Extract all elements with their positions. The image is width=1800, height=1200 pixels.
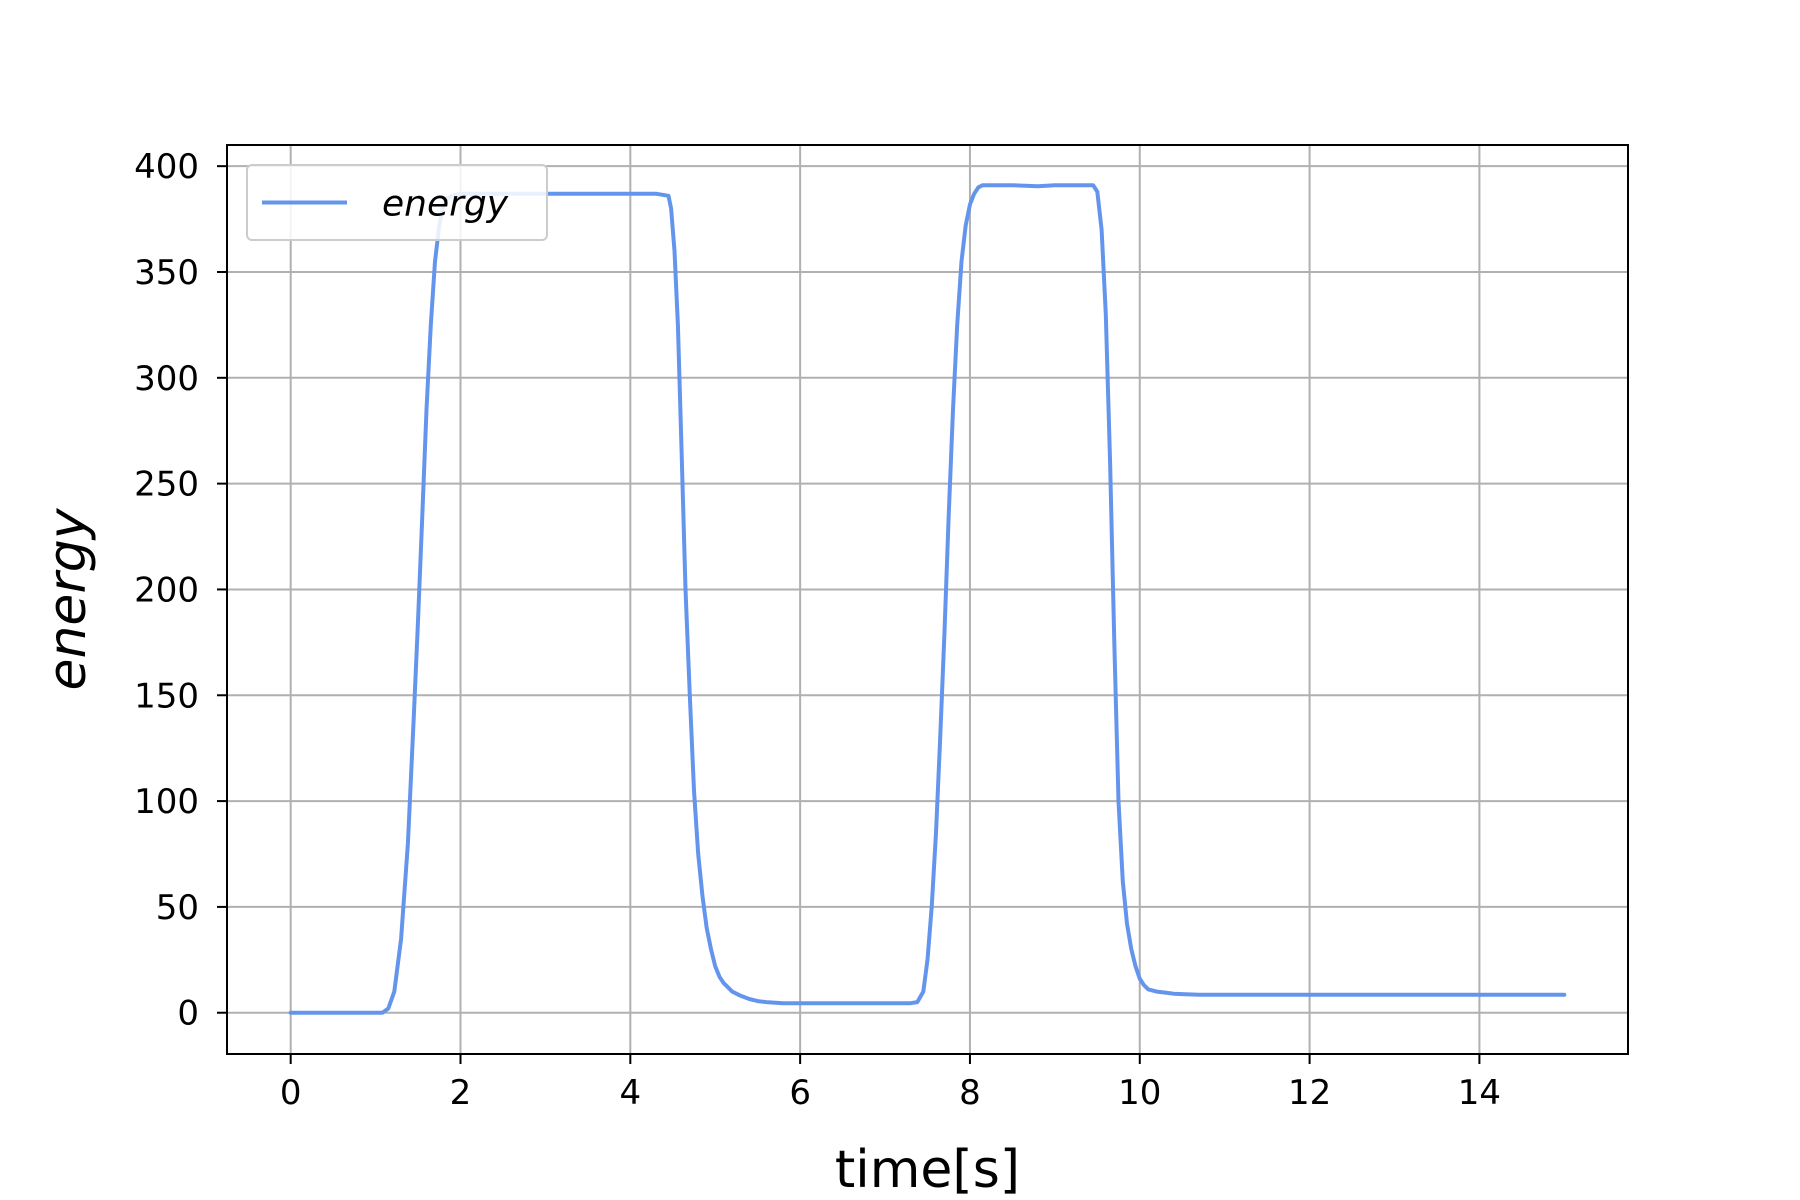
y-tick-label: 100: [134, 782, 199, 822]
ticks: 0 2 4 6 8 10 12 14 0 50 100 150 200 250 300 350 400: [134, 147, 1501, 1113]
y-tick-label: 50: [156, 888, 199, 928]
legend-entry-label: energy: [382, 184, 509, 225]
y-tick-label: 200: [134, 570, 199, 610]
y-tick-label: 400: [134, 147, 199, 187]
legend: energy: [246, 164, 548, 241]
x-axis-label: time[s]: [835, 1140, 1020, 1200]
x-tick-label: 8: [959, 1073, 981, 1113]
y-tick-label: 250: [134, 465, 199, 505]
x-tick-label: 10: [1118, 1073, 1161, 1113]
y-tick-label: 150: [134, 676, 199, 716]
x-tick-label: 12: [1288, 1073, 1331, 1113]
x-tick-label: 6: [789, 1073, 811, 1113]
grid: [227, 145, 1628, 1054]
y-tick-label: 300: [134, 359, 199, 399]
x-tick-label: 4: [619, 1073, 641, 1113]
y-tick-label: 350: [134, 253, 199, 293]
x-tick-label: 2: [450, 1073, 472, 1113]
legend-box: [246, 164, 548, 241]
x-tick-label: 0: [280, 1073, 302, 1113]
y-axis-label: energy: [38, 507, 98, 690]
y-tick-label: 0: [177, 994, 199, 1034]
x-tick-label: 14: [1458, 1073, 1501, 1113]
plot-frame: [226, 144, 1629, 1055]
